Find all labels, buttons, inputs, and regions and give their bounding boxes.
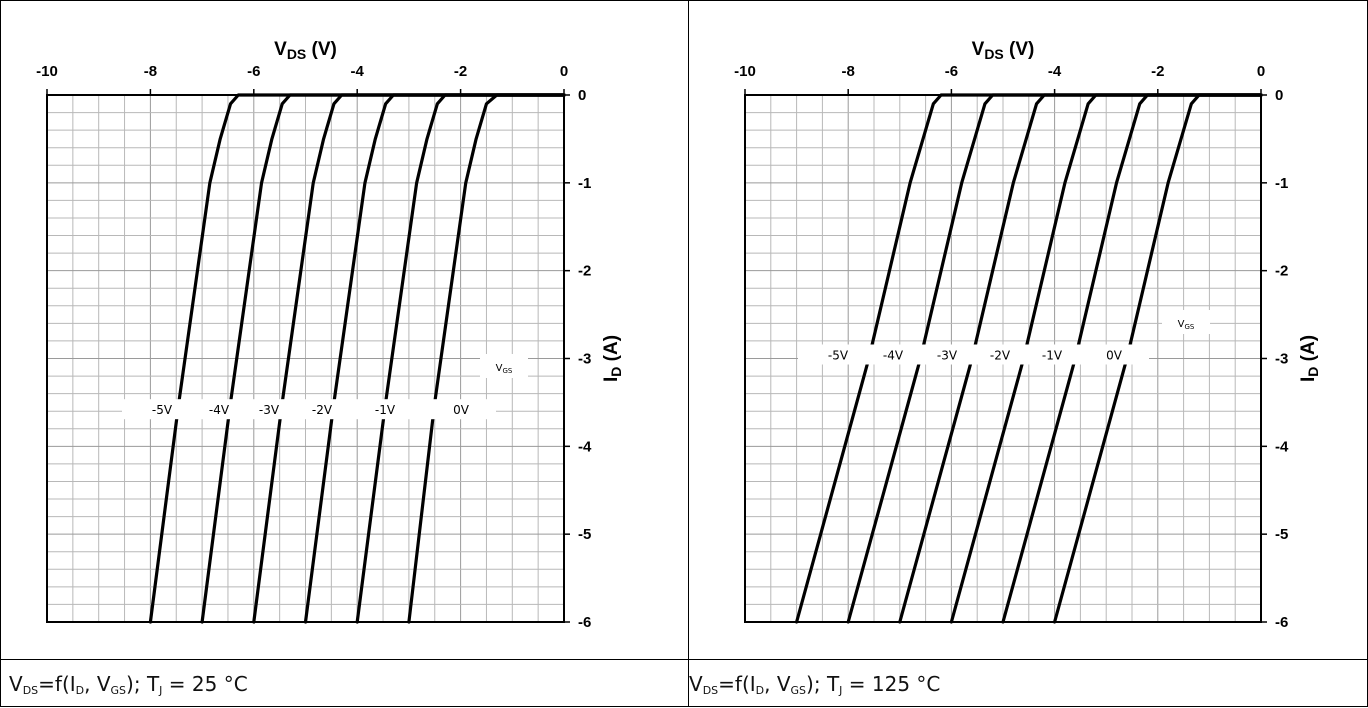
- series-label: -1V: [1042, 349, 1063, 363]
- y-axis-title: ID (A): [1298, 335, 1321, 382]
- series-labels: -5V -4V -3V -2V -1V 0V VGS: [122, 354, 528, 420]
- output-characteristic-chart-125c: -10 -8 -6 -4 -2 00 -1 -2 -3 -4 -5 -6 VDS (V) ID (A) -5…: [734, 39, 1321, 631]
- chart-caption: VDS=f(ID, VGS); TJ = 25 °C: [9, 672, 248, 697]
- x-tick-label: -6: [247, 63, 260, 80]
- series-label: -3V: [937, 349, 958, 363]
- series-label: -2V: [990, 349, 1011, 363]
- y-tick-label: -5: [578, 526, 591, 543]
- y-tick-label: -4: [1275, 438, 1289, 455]
- y-tick-label: 0: [1275, 87, 1283, 104]
- y-tick-label: -1: [1275, 175, 1288, 192]
- x-axis-title: VDS (V): [274, 39, 337, 62]
- x-tick-label: 0: [1257, 63, 1265, 80]
- plot-area: -10 -8 -6 -4 -2 00 -1 -2 -3 -4 -5 -6 VDS (V) ID (A) -5…: [36, 39, 624, 631]
- series-label: -2V: [312, 403, 333, 417]
- y-tick-label: 0: [578, 87, 586, 104]
- x-tick-label: -10: [36, 63, 58, 80]
- series-label: -5V: [828, 349, 849, 363]
- x-axis-title: VDS (V): [972, 39, 1035, 62]
- output-characteristic-chart-25c: -10 -8 -6 -4 -2 00 -1 -2 -3 -4 -5 -6 VDS (V) ID (A) -5…: [36, 39, 624, 631]
- legend-title-background: [480, 354, 528, 378]
- legend-title-vgs: VGS: [496, 363, 513, 375]
- y-tick-label: -2: [578, 263, 591, 280]
- legend-title-background: [1162, 310, 1210, 334]
- series-label: 0V: [1106, 349, 1123, 363]
- series-label: -4V: [209, 403, 230, 417]
- y-tick-label: -4: [578, 438, 592, 455]
- y-tick-label: -3: [1275, 351, 1288, 368]
- y-tick-label: -2: [1275, 263, 1288, 280]
- x-tick-label: -2: [454, 63, 467, 80]
- y-axis-title: ID (A): [601, 335, 624, 382]
- y-tick-label: -5: [1275, 526, 1288, 543]
- x-tick-label: -8: [144, 63, 157, 80]
- x-tick-label: -10: [734, 63, 756, 80]
- caption-row: VDS=f(ID, VGS); TJ = 25 °C: [1, 659, 688, 708]
- x-tick-label: -6: [945, 63, 958, 80]
- y-tick-label: -6: [578, 614, 591, 631]
- legend-title-vgs: VGS: [1178, 319, 1195, 331]
- series-label: -1V: [375, 403, 396, 417]
- x-tick-label: -2: [1151, 63, 1164, 80]
- y-tick-label: -6: [1275, 614, 1288, 631]
- caption-row: VDS=f(ID, VGS); TJ = 125 °C: [688, 659, 1367, 708]
- series-label-band: [122, 399, 496, 420]
- series-label: 0V: [453, 403, 470, 417]
- series-label: -3V: [259, 403, 280, 417]
- chart-caption: VDS=f(ID, VGS); TJ = 125 °C: [689, 672, 941, 697]
- chart-panel-125c: -10 -8 -6 -4 -2 0 0 -1 -2 -3 -4 -5 -6 VDS (V) ID (A) -5…: [688, 0, 1368, 707]
- series-label: -4V: [883, 349, 904, 363]
- y-tick-label: -3: [578, 351, 591, 368]
- x-tick-label: -4: [1048, 63, 1062, 80]
- y-tick-label: -1: [578, 175, 591, 192]
- series-labels: -5V -4V -3V -2V -1V 0V VGS: [798, 310, 1210, 365]
- chart-panel-25c: -10 -8 -6 -4 -2 0 0 -1 -2 -3 -4 -5 -6 VDS (V) ID (A) -5…: [0, 0, 689, 707]
- plot-area: -10 -8 -6 -4 -2 00 -1 -2 -3 -4 -5 -6 VDS (V) ID (A) -5…: [734, 39, 1321, 631]
- series-label: -5V: [152, 403, 173, 417]
- x-tick-label: -4: [351, 63, 365, 80]
- x-tick-label: 0: [560, 63, 568, 80]
- x-tick-label: -8: [842, 63, 855, 80]
- series-label-band: [798, 344, 1149, 365]
